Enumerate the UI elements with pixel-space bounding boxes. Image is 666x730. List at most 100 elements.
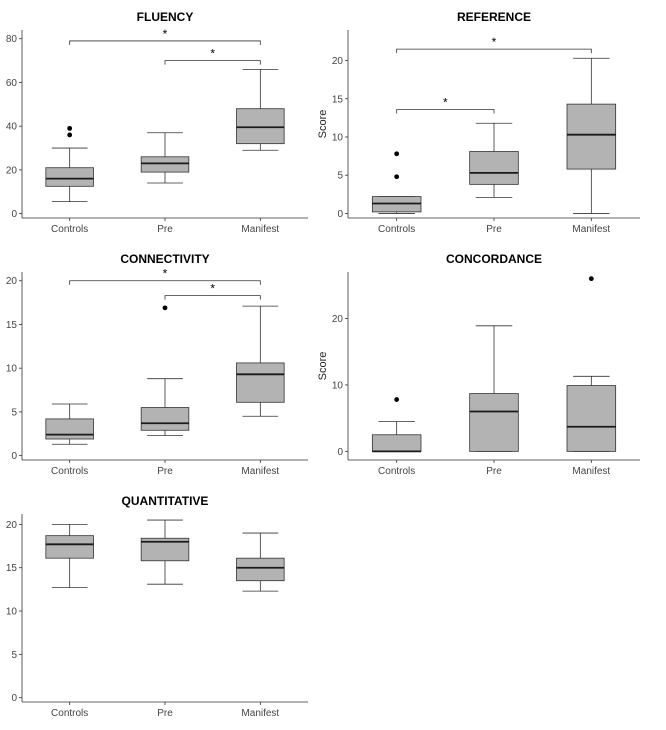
bracket-line bbox=[396, 48, 592, 54]
y-tick-label: 0 bbox=[11, 693, 17, 704]
box-body bbox=[140, 407, 190, 431]
box-controls bbox=[45, 403, 94, 445]
x-tick-label: Manifest bbox=[572, 224, 610, 235]
y-tick-label: 20 bbox=[6, 520, 18, 531]
significance-bracket: * bbox=[69, 267, 261, 285]
x-tick-label: Pre bbox=[157, 466, 173, 477]
significance-star: * bbox=[210, 282, 215, 296]
y-tick-label: 15 bbox=[332, 94, 344, 105]
panel-quantitative: QUANTITATIVE 0 5 10 15 20 Controls Pre Manifest bbox=[6, 494, 308, 719]
y-tick-label: 15 bbox=[6, 320, 18, 331]
outlier-point bbox=[67, 125, 73, 131]
outlier-point bbox=[162, 305, 168, 311]
box-manifest bbox=[236, 305, 285, 417]
box-pre bbox=[140, 132, 190, 184]
chart-title: CONCORDANCE bbox=[446, 252, 542, 266]
significance-star: * bbox=[443, 95, 448, 109]
significance-star: * bbox=[163, 27, 168, 41]
y-tick-label: 0 bbox=[337, 209, 343, 220]
y-tick-label: 0 bbox=[11, 209, 17, 220]
bracket-line bbox=[396, 109, 495, 114]
y-axis-label: Score bbox=[317, 110, 329, 139]
panel-reference: REFERENCE 0 5 10 15 20 Score Controls Pre Manifes… bbox=[317, 10, 640, 235]
box-pre bbox=[469, 325, 519, 452]
x-tick-label: Controls bbox=[51, 224, 88, 235]
outlier-point bbox=[67, 132, 73, 138]
y-tick-label: 20 bbox=[6, 276, 18, 287]
outlier-point bbox=[394, 151, 400, 157]
significance-star: * bbox=[163, 267, 168, 281]
box-controls bbox=[371, 397, 422, 453]
box-body bbox=[566, 385, 617, 452]
x-tick-label: Manifest bbox=[241, 224, 279, 235]
box-manifest bbox=[236, 68, 285, 151]
y-tick-label: 5 bbox=[11, 407, 17, 418]
significance-bracket: * bbox=[396, 95, 495, 114]
x-tick-label: Pre bbox=[157, 224, 173, 235]
box-body bbox=[236, 108, 285, 145]
y-tick-label: 10 bbox=[6, 364, 18, 375]
y-tick-label: 5 bbox=[337, 171, 343, 182]
outlier-point bbox=[588, 276, 594, 282]
box-body bbox=[45, 418, 94, 440]
panel-fluency: FLUENCY 0 20 40 60 80 Controls Pre Manifest * * bbox=[6, 10, 308, 235]
x-tick-label: Controls bbox=[378, 466, 415, 477]
bracket-line bbox=[164, 60, 261, 65]
significance-bracket: * bbox=[164, 282, 261, 300]
y-tick-label: 10 bbox=[332, 132, 344, 143]
box-controls bbox=[45, 125, 94, 203]
x-tick-label: Manifest bbox=[572, 466, 610, 477]
panel-connectivity: CONNECTIVITY 0 5 10 15 20 Controls Pre Manifest *… bbox=[6, 252, 308, 477]
box-body bbox=[140, 156, 190, 173]
y-tick-label: 5 bbox=[11, 650, 17, 661]
x-tick-label: Pre bbox=[157, 708, 173, 719]
y-tick-label: 10 bbox=[332, 380, 344, 391]
box-body bbox=[469, 393, 519, 452]
outlier-point bbox=[394, 397, 400, 402]
bracket-line bbox=[69, 40, 261, 45]
outlier-point bbox=[394, 174, 400, 180]
box-manifest bbox=[236, 532, 285, 592]
significance-bracket: * bbox=[164, 47, 261, 65]
box-body bbox=[566, 103, 617, 170]
panel-concordance: CONCORDANCE 0 10 20 Score Controls Pre Manifest bbox=[317, 252, 640, 477]
box-body bbox=[45, 167, 94, 187]
x-tick-label: Controls bbox=[51, 708, 88, 719]
box-body bbox=[371, 434, 422, 452]
chart-title: REFERENCE bbox=[457, 10, 531, 24]
significance-star: * bbox=[492, 35, 497, 49]
bracket-line bbox=[164, 295, 261, 300]
box-pre bbox=[140, 519, 190, 585]
box-manifest bbox=[566, 57, 617, 214]
chart-title: CONNECTIVITY bbox=[120, 252, 209, 266]
x-tick-label: Controls bbox=[378, 224, 415, 235]
y-tick-label: 0 bbox=[11, 451, 17, 462]
box-manifest bbox=[566, 276, 617, 452]
x-tick-label: Manifest bbox=[241, 708, 279, 719]
y-axis-label: Score bbox=[317, 352, 329, 381]
box-body bbox=[236, 362, 285, 403]
significance-bracket: * bbox=[69, 27, 261, 45]
x-tick-label: Manifest bbox=[241, 466, 279, 477]
y-tick-label: 20 bbox=[332, 314, 344, 325]
y-tick-label: 15 bbox=[6, 563, 18, 574]
y-tick-label: 80 bbox=[6, 34, 18, 45]
x-tick-label: Controls bbox=[51, 466, 88, 477]
x-tick-label: Pre bbox=[486, 224, 502, 235]
y-tick-label: 40 bbox=[6, 122, 18, 133]
box-body bbox=[140, 537, 190, 562]
significance-bracket: * bbox=[396, 35, 592, 54]
chart-title: QUANTITATIVE bbox=[122, 494, 209, 508]
y-tick-label: 0 bbox=[337, 447, 343, 458]
y-tick-label: 10 bbox=[6, 607, 18, 618]
box-body bbox=[45, 535, 94, 559]
box-body bbox=[236, 557, 285, 582]
box-controls bbox=[45, 523, 94, 589]
y-tick-label: 60 bbox=[6, 78, 18, 89]
bracket-line bbox=[69, 280, 261, 285]
box-body bbox=[469, 151, 519, 185]
box-pre bbox=[140, 305, 190, 436]
box-controls bbox=[371, 151, 422, 214]
y-tick-label: 20 bbox=[6, 165, 18, 176]
